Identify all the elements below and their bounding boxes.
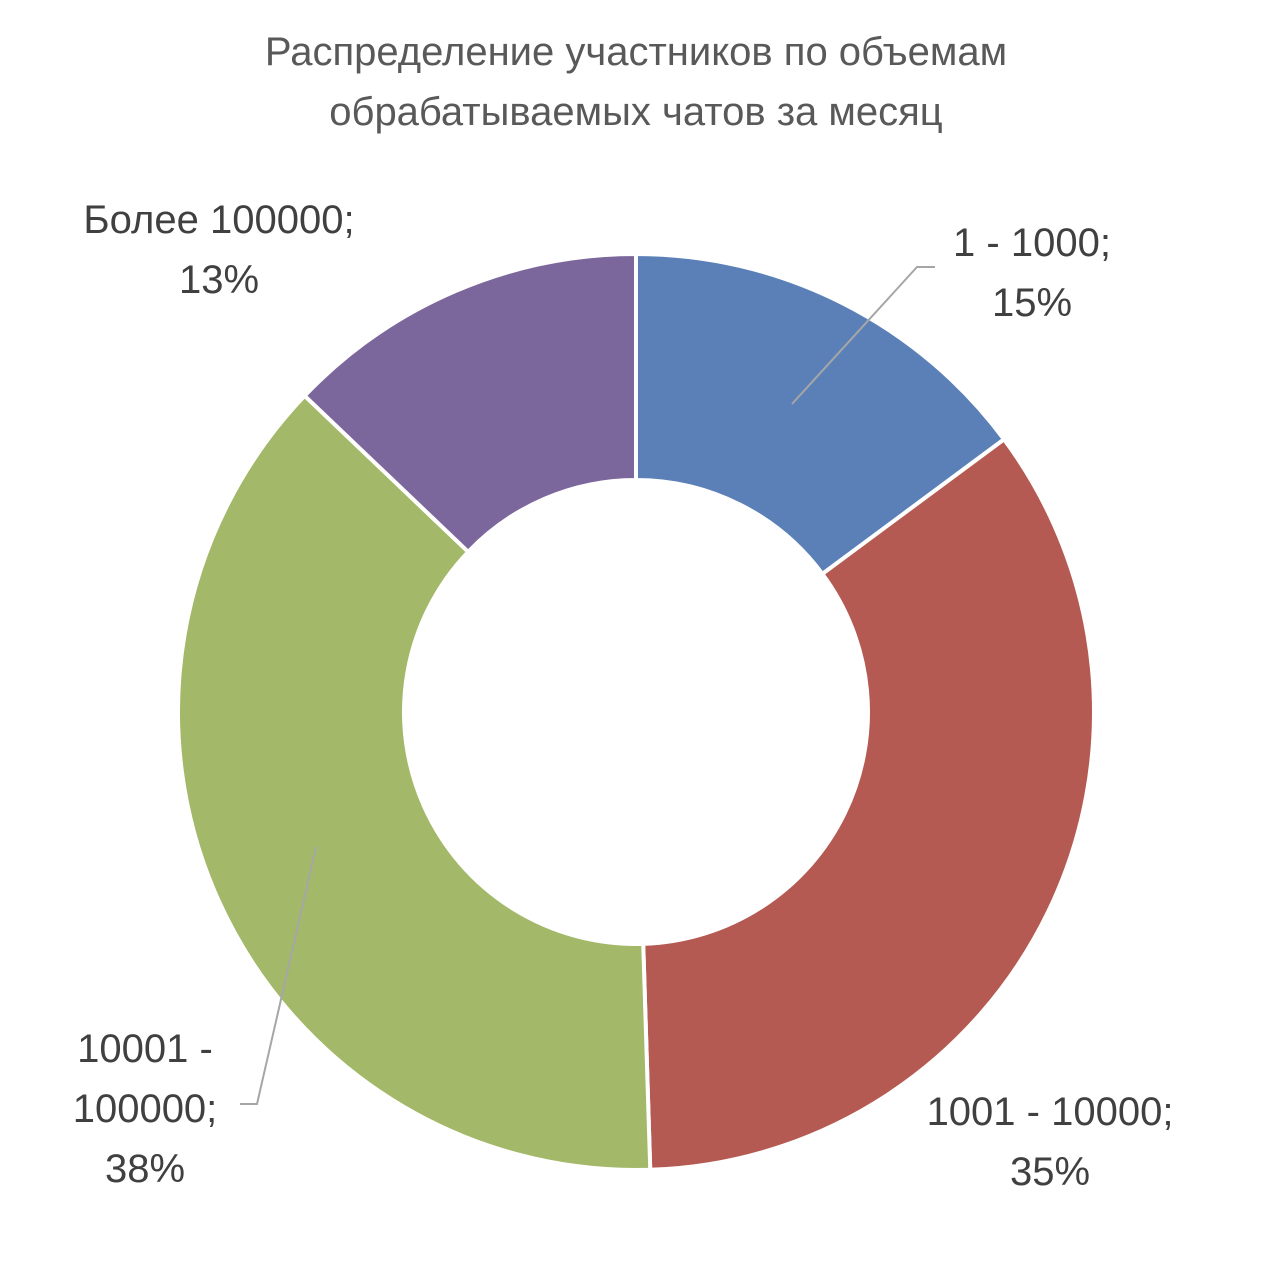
data-label-line: 100000; [73, 1087, 218, 1131]
chart-title-line-1: Распределение участников по объемам [265, 30, 1007, 74]
data-label-line: Более 100000; [83, 198, 354, 242]
slice-10001-100000 [176, 392, 653, 1172]
leader-lines [240, 266, 935, 1105]
slice-over-100000 [301, 251, 638, 555]
data-label-line: 38% [105, 1147, 185, 1191]
data-label-line: 15% [992, 281, 1072, 325]
data-label-line: 35% [1010, 1150, 1090, 1194]
leader-line-1-1000 [791, 266, 935, 405]
data-label-line: 13% [179, 258, 259, 302]
data-label-line: 1001 - 10000; [927, 1090, 1174, 1134]
data-label-1-1000: 1 - 1000; 15% [953, 221, 1111, 325]
data-label-line: 10001 - [77, 1027, 213, 1071]
slice-1001-10000 [641, 436, 1096, 1172]
chart-title: Распределение участников по объемам обра… [265, 30, 1007, 134]
data-label-over-100000: Более 100000; 13% [83, 198, 354, 302]
chart-title-line-2: обрабатываемых чатов за месяц [329, 90, 942, 134]
data-label-10001-100000: 10001 - 100000; 38% [73, 1027, 218, 1191]
data-label-1001-10000: 1001 - 10000; 35% [927, 1090, 1174, 1194]
doughnut-slices [176, 251, 1096, 1172]
data-label-line: 1 - 1000; [953, 221, 1111, 265]
leader-line-10001-100000 [240, 846, 317, 1105]
slice-1-1000 [634, 251, 1007, 577]
data-labels: 1 - 1000; 15% 1001 - 10000; 35% 10001 - 10000… [73, 198, 1174, 1194]
